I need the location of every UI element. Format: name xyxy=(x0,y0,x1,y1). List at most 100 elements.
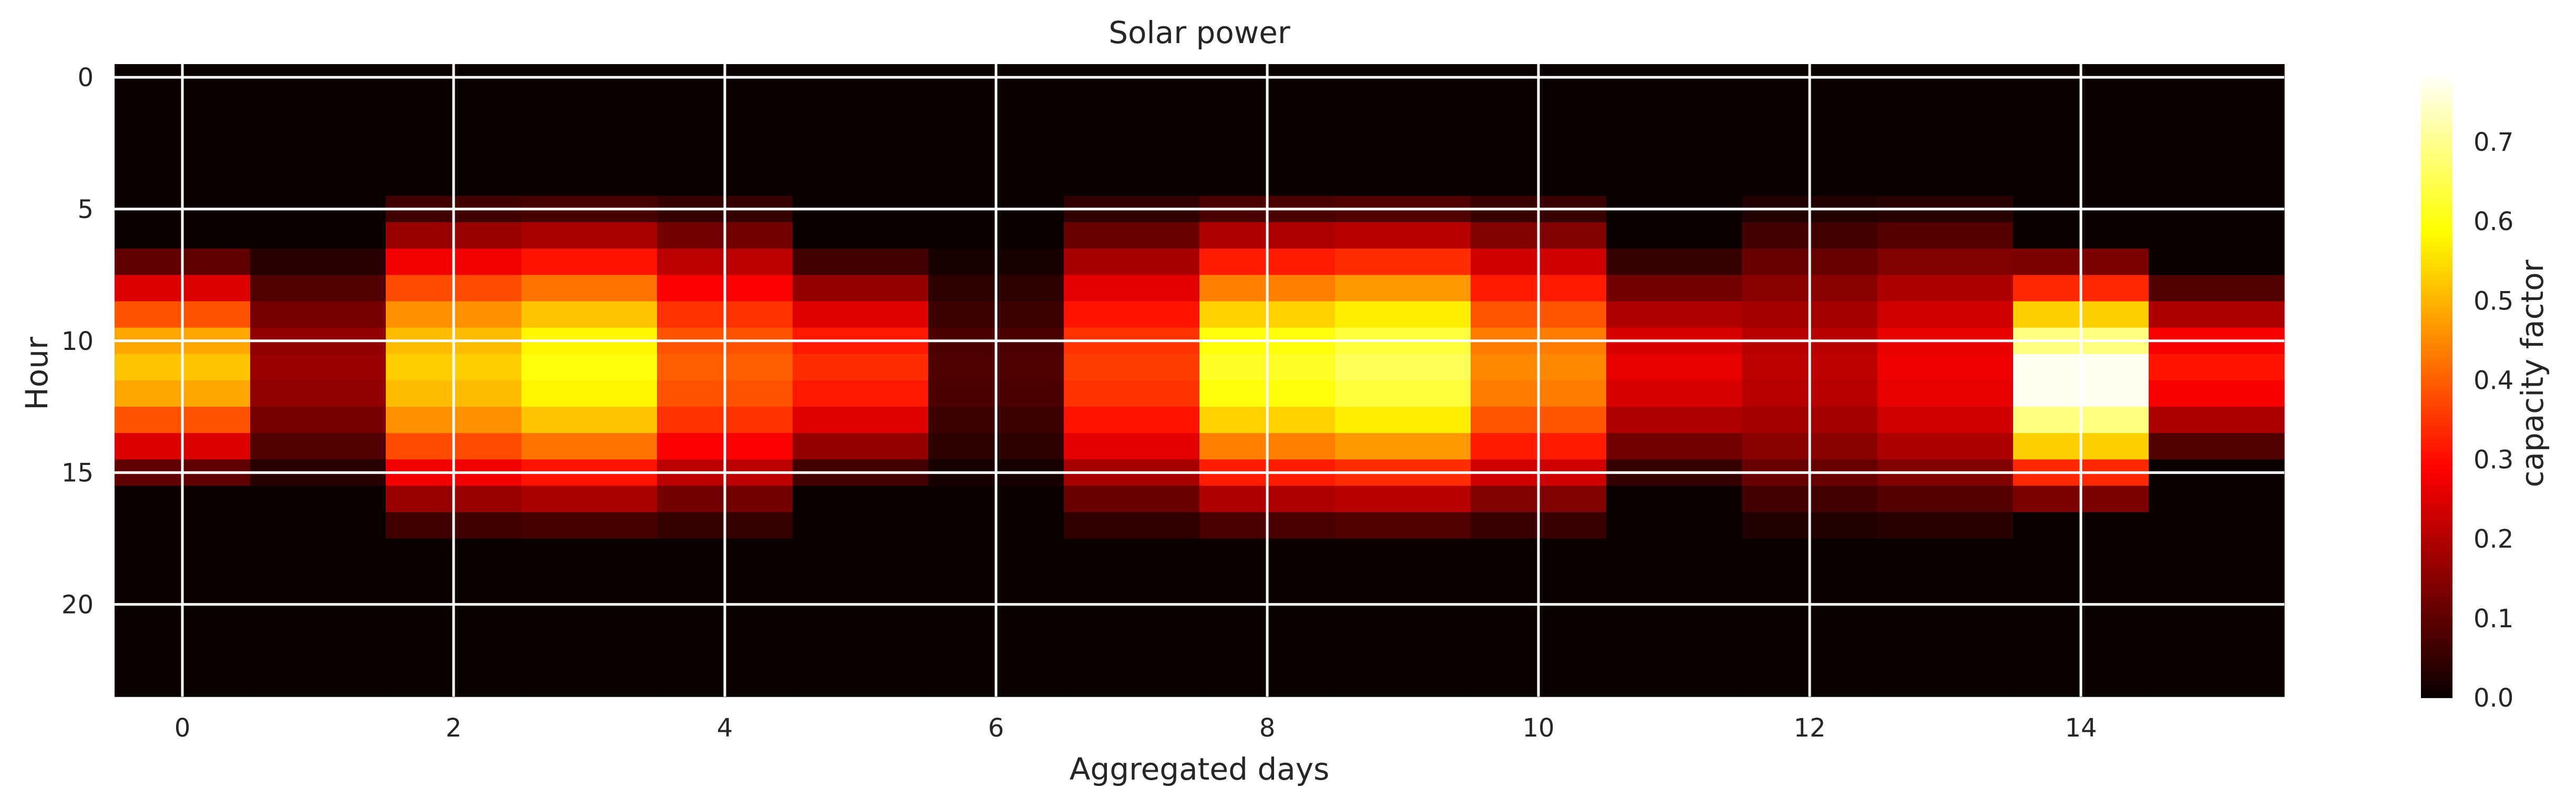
colorbar-segment xyxy=(2421,480,2452,485)
colorbar-segment xyxy=(2421,572,2452,577)
colorbar-segment xyxy=(2421,530,2452,535)
colorbar-segment xyxy=(2421,614,2452,619)
heatmap-cell xyxy=(521,433,658,460)
heatmap-cell xyxy=(1877,407,2014,433)
y-axis-label: Hour xyxy=(19,337,55,410)
colorbar-segment xyxy=(2421,651,2452,657)
heatmap-cell xyxy=(1606,222,1742,249)
colorbar-segment xyxy=(2421,430,2452,435)
heatmap-cell xyxy=(1335,354,1471,381)
x-axis-label: Aggregated days xyxy=(1070,751,1330,787)
heatmap-cell xyxy=(2149,117,2285,144)
colorbar-segment xyxy=(2421,308,2452,314)
heatmap-cell xyxy=(1335,143,1471,170)
heatmap-cell xyxy=(250,565,386,592)
colorbar-segment xyxy=(2421,133,2452,138)
heatmap-cell xyxy=(793,670,929,697)
heatmap-cell xyxy=(250,222,386,249)
colorbar-segment xyxy=(2421,555,2452,561)
heatmap-cell xyxy=(1064,248,1200,275)
colorbar-segment xyxy=(2421,91,2452,96)
heatmap-cell xyxy=(1877,485,2014,513)
heatmap-cell xyxy=(1606,617,1742,645)
heatmap-cell xyxy=(1877,354,2014,381)
heatmap-cell xyxy=(250,433,386,460)
heatmap-cell xyxy=(1064,117,1200,144)
colorbar-segment xyxy=(2421,275,2452,280)
colorbar-segment xyxy=(2421,581,2452,585)
heatmap-cell xyxy=(521,617,658,645)
heatmap-cell xyxy=(1064,90,1200,117)
colorbar-segment xyxy=(2421,463,2452,468)
colorbar-segment xyxy=(2421,70,2452,75)
colorbar-segment xyxy=(2421,82,2452,88)
colorbar-segment xyxy=(2421,376,2452,380)
colorbar-segment xyxy=(2421,355,2452,360)
gridlines xyxy=(115,64,2284,697)
colorbar-segment xyxy=(2421,388,2452,393)
heatmap-cell xyxy=(250,617,386,645)
heatmap-cell xyxy=(1606,117,1742,144)
colorbar-segment xyxy=(2421,242,2452,247)
heatmap-cell xyxy=(793,90,929,117)
heatmap-cell xyxy=(250,354,386,381)
colorbar-segment xyxy=(2421,363,2452,368)
heatmap-cell xyxy=(1064,143,1200,170)
colorbar-segment xyxy=(2421,116,2452,121)
colorbar-segment xyxy=(2421,509,2452,514)
heatmap-cell xyxy=(1877,275,2014,302)
colorbar-segment xyxy=(2421,325,2452,330)
colorbar-segment xyxy=(2421,534,2452,540)
colorbar-segment xyxy=(2421,129,2452,134)
colorbar-segment xyxy=(2421,120,2452,126)
heatmap-cell xyxy=(793,143,929,170)
heatmap-cell xyxy=(1335,644,1471,671)
heatmap-cell xyxy=(793,380,929,407)
heatmap-cell xyxy=(521,565,658,592)
heatmap-cell xyxy=(1606,301,1742,328)
colorbar-segment xyxy=(2421,216,2452,222)
colorbar-segment xyxy=(2421,212,2452,217)
colorbar-segment xyxy=(2421,576,2452,581)
heatmap-cell xyxy=(1064,512,1200,539)
heatmap-cell xyxy=(1064,433,1200,460)
heatmap-cell xyxy=(1335,485,1471,513)
heatmap-cell xyxy=(521,354,658,381)
heatmap-cell xyxy=(1606,407,1742,433)
colorbar-segment xyxy=(2421,95,2452,100)
heatmap-cell xyxy=(2149,169,2285,196)
colorbar-segment xyxy=(2421,447,2452,452)
colorbar-segment xyxy=(2421,87,2452,92)
heatmap-cell xyxy=(1335,380,1471,407)
heatmap-cell xyxy=(250,538,386,565)
colorbar-segment xyxy=(2421,146,2452,151)
colorbar-segment xyxy=(2421,359,2452,364)
heatmap-cell xyxy=(2149,485,2285,513)
heatmap-cell xyxy=(521,169,658,196)
colorbar-segment xyxy=(2421,392,2452,397)
heatmap-cell xyxy=(1064,275,1200,302)
heatmap-cell xyxy=(521,644,658,671)
y-tick-labels: 0 5 10 15 20 xyxy=(61,63,94,619)
heatmap-cell xyxy=(250,644,386,671)
colorbar-segment xyxy=(2421,593,2452,598)
colorbar-segment xyxy=(2421,421,2452,427)
heatmap-cell xyxy=(1064,485,1200,513)
colorbar-segment xyxy=(2421,329,2452,335)
heatmap-cell xyxy=(521,143,658,170)
colorbar-segment xyxy=(2421,304,2452,309)
colorbar-segment xyxy=(2421,150,2452,154)
colorbar-tick-label: 0.5 xyxy=(2474,286,2513,316)
heatmap-cell xyxy=(793,433,929,460)
colorbar-segment xyxy=(2421,526,2452,531)
heatmap-cell xyxy=(1877,169,2014,196)
colorbar-segment xyxy=(2421,522,2452,527)
colorbar-segment xyxy=(2421,279,2452,284)
heatmap-cell xyxy=(1877,248,2014,275)
colorbar-segment xyxy=(2421,271,2452,276)
colorbar-segment xyxy=(2421,547,2452,552)
heatmap-cell xyxy=(2149,90,2285,117)
x-tick-label: 4 xyxy=(717,713,733,743)
heatmap-cell xyxy=(250,512,386,539)
